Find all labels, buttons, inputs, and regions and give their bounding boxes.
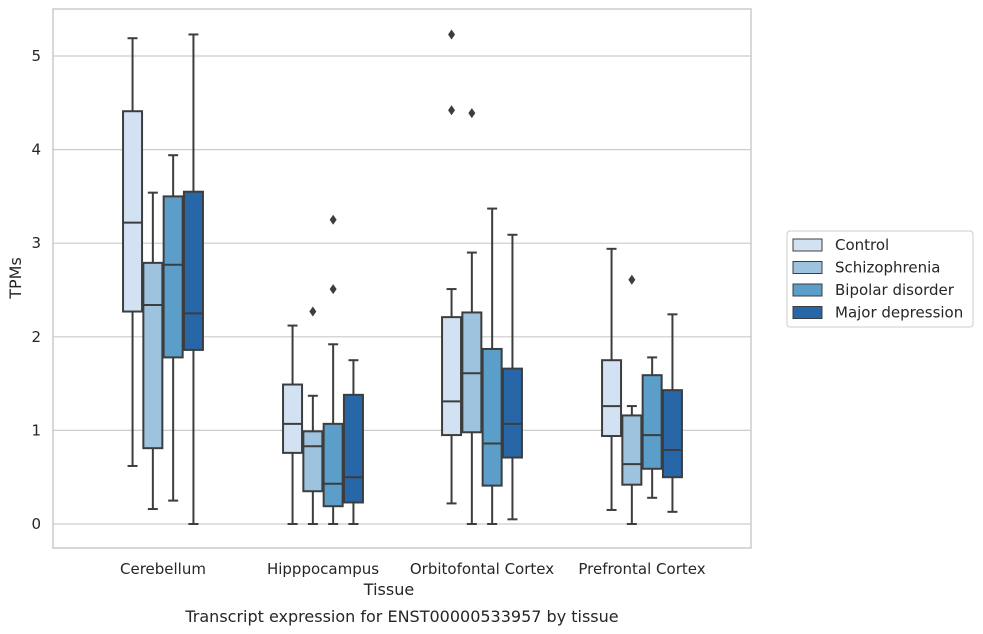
legend-box	[786, 230, 974, 328]
y-tick-label: 1	[31, 421, 41, 439]
legend-swatch	[792, 306, 823, 319]
outlier-point	[448, 29, 456, 40]
legend: Control Schizophrenia Bipolar disorder Majo…	[786, 230, 974, 328]
box	[481, 347, 503, 487]
box	[441, 316, 463, 437]
box	[302, 430, 324, 493]
x-tick-label: Cerebellum	[120, 560, 206, 578]
legend-label: Major depression	[835, 304, 963, 322]
box	[182, 190, 204, 351]
y-tick-label: 5	[31, 47, 41, 65]
y-tick-label: 4	[31, 141, 41, 159]
x-tick-label: Prefrontal Cortex	[578, 560, 705, 578]
outlier-point	[448, 105, 456, 116]
y-tick-label: 0	[31, 515, 41, 533]
outlier-point	[309, 306, 317, 317]
plot-border	[52, 8, 752, 549]
box	[162, 195, 184, 359]
series-major-depression	[182, 33, 683, 525]
outlier-point	[329, 214, 337, 225]
x-tick-label: Orbitofontal Cortex	[410, 560, 554, 578]
series-bipolar-disorder	[162, 154, 663, 525]
x-tick-label: Hipppocampus	[267, 560, 379, 578]
box	[601, 359, 623, 438]
series-control	[122, 29, 623, 525]
legend-label: Control	[835, 236, 889, 254]
box	[282, 383, 304, 454]
box	[641, 374, 663, 470]
y-axis-label: TPMs	[6, 257, 25, 300]
x-axis-label: Tissue	[363, 580, 414, 599]
legend-swatch	[792, 261, 823, 274]
x-axis-ticks: Cerebellum Hipppocampus Orbitofontal Corte…	[120, 560, 706, 578]
box-plot-series	[122, 29, 683, 525]
outlier-point	[628, 274, 636, 285]
outlier-point	[468, 108, 476, 119]
box	[142, 261, 164, 450]
legend-label: Schizophrenia	[835, 259, 940, 277]
series-schizophrenia	[142, 108, 643, 525]
y-tick-label: 2	[31, 328, 41, 346]
y-axis-ticks: 0 1 2 3 4 5	[31, 47, 41, 533]
box	[501, 367, 523, 459]
box	[661, 389, 683, 479]
plot-frame	[52, 8, 752, 549]
box	[342, 393, 364, 504]
box	[621, 414, 643, 486]
chart-caption: Transcript expression for ENST0000053395…	[184, 607, 618, 626]
box	[122, 110, 144, 313]
outlier-point	[329, 284, 337, 295]
legend-swatch	[792, 238, 823, 252]
legend-swatch	[792, 283, 823, 297]
box	[322, 422, 344, 508]
legend-label: Bipolar disorder	[835, 281, 955, 299]
y-tick-label: 3	[31, 234, 41, 252]
